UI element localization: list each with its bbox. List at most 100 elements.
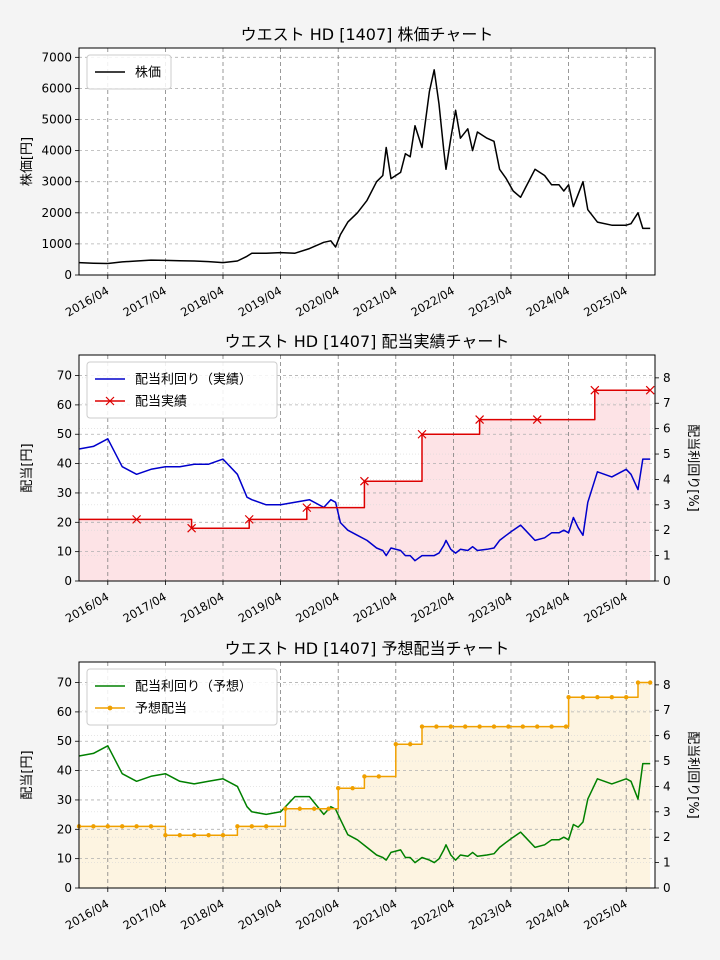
plot-frame: [78, 661, 656, 889]
series-marker: [120, 824, 125, 829]
series-line: [78, 69, 651, 265]
x-tick-label: 2018/04: [178, 589, 226, 625]
series-marker: [187, 523, 197, 533]
x-tick-label: 2025/04: [581, 283, 629, 319]
series-marker: [448, 724, 454, 729]
y-axis-label: 株価[円]: [20, 137, 35, 186]
series-marker: [297, 806, 302, 811]
legend-label: 配当利回り（実績）: [135, 372, 252, 388]
series-line: [78, 745, 651, 864]
series-marker: [177, 832, 182, 838]
legend-marker: [107, 705, 113, 711]
series-marker: [648, 680, 653, 685]
plot-frame: [78, 47, 656, 276]
series-marker: [362, 774, 367, 779]
y-tick-label: 50: [57, 427, 72, 441]
series-marker: [393, 741, 398, 747]
y2-tick-label: 5: [663, 447, 671, 461]
y-tick-label: 30: [57, 486, 72, 500]
series-marker: [220, 832, 226, 838]
y-tick-label: 4000: [41, 144, 72, 158]
series-marker: [532, 415, 542, 424]
series-marker: [350, 786, 355, 791]
series-line: [78, 438, 651, 562]
y2-tick-label: 7: [663, 703, 671, 717]
y2-tick-label: 7: [663, 396, 671, 410]
series-marker: [206, 832, 211, 838]
y-tick-label: 60: [57, 398, 72, 412]
x-tick-label: 2021/04: [351, 896, 399, 932]
chart-panel-2: 2016/04 2017/04 2018/04 2019/04 2020/04 2021/…: [20, 332, 700, 625]
y-axis-label: 配当[円]: [20, 443, 35, 492]
series-marker: [235, 824, 240, 829]
series-marker: [105, 824, 111, 829]
y2-tick-label: 8: [663, 678, 671, 692]
series-marker: [326, 806, 331, 811]
y-tick-label: 6000: [41, 81, 72, 95]
series-marker: [192, 832, 197, 838]
y-tick-label: 10: [57, 545, 72, 559]
y-tick-label: 7000: [41, 50, 72, 64]
series-marker: [163, 832, 168, 838]
legend-marker: [105, 396, 115, 406]
x-tick-label: 2017/04: [121, 896, 169, 932]
series-marker: [302, 503, 312, 513]
x-tick-label: 2018/04: [178, 283, 226, 319]
y-axis-label: 配当[円]: [20, 750, 35, 799]
y2-tick-label: 0: [663, 881, 671, 895]
series-line: [79, 681, 651, 836]
y-tick-label: 5000: [41, 113, 72, 127]
y2-tick-label: 0: [663, 574, 671, 588]
x-tick-label: 2022/04: [409, 589, 457, 625]
series-marker: [376, 774, 382, 779]
x-tick-label: 2018/04: [178, 896, 226, 932]
y2-tick-label: 4: [663, 779, 671, 793]
y2-tick-label: 4: [663, 472, 671, 486]
series-marker: [283, 806, 288, 811]
series-marker: [336, 786, 341, 791]
y-tick-label: 0: [64, 268, 72, 282]
x-tick-label: 2023/04: [466, 589, 514, 625]
series-marker: [549, 724, 554, 729]
y-tick-label: 0: [64, 574, 72, 588]
series-marker: [249, 824, 254, 829]
series-marker: [580, 695, 586, 700]
legend-box: [86, 361, 278, 419]
x-tick-label: 2016/04: [63, 283, 111, 319]
series-marker: [624, 695, 629, 700]
x-tick-label: 2025/04: [581, 896, 629, 932]
series-marker: [563, 724, 569, 729]
y-tick-label: 20: [57, 515, 72, 529]
y-tick-label: 3000: [41, 175, 72, 189]
y2-axis-label: 配当利回り[%]: [685, 424, 700, 512]
y2-tick-label: 2: [663, 523, 671, 537]
y-tick-label: 30: [57, 793, 72, 807]
series-marker: [506, 724, 511, 729]
series-marker: [475, 415, 485, 424]
plot-area: [79, 48, 655, 275]
series-marker: [535, 724, 540, 729]
series-marker: [91, 824, 96, 829]
series-marker: [595, 695, 600, 700]
chart-panel-3: 2016/04 2017/04 2018/04 2019/04 2020/04 2021/…: [20, 639, 700, 932]
x-tick-label: 2024/04: [524, 589, 572, 625]
series-marker: [359, 476, 369, 486]
x-tick-label: 2025/04: [581, 589, 629, 625]
series-marker: [408, 741, 413, 747]
series-marker: [463, 724, 468, 729]
y-tick-label: 40: [57, 764, 72, 778]
chart-panel-1: 2016/04 2017/04 2018/04 2019/04 2020/04 2021/…: [20, 25, 656, 319]
y-tick-label: 70: [57, 369, 72, 383]
series-marker: [312, 806, 317, 811]
x-tick-label: 2023/04: [466, 283, 514, 319]
y-tick-label: 40: [57, 457, 72, 471]
series-marker: [590, 385, 600, 395]
x-tick-label: 2019/04: [236, 896, 284, 932]
x-tick-label: 2020/04: [293, 283, 341, 319]
series-marker: [566, 695, 571, 700]
series-marker: [645, 385, 655, 395]
y-tick-label: 50: [57, 734, 72, 748]
y2-tick-label: 2: [663, 830, 671, 844]
y2-tick-label: 6: [663, 422, 671, 436]
